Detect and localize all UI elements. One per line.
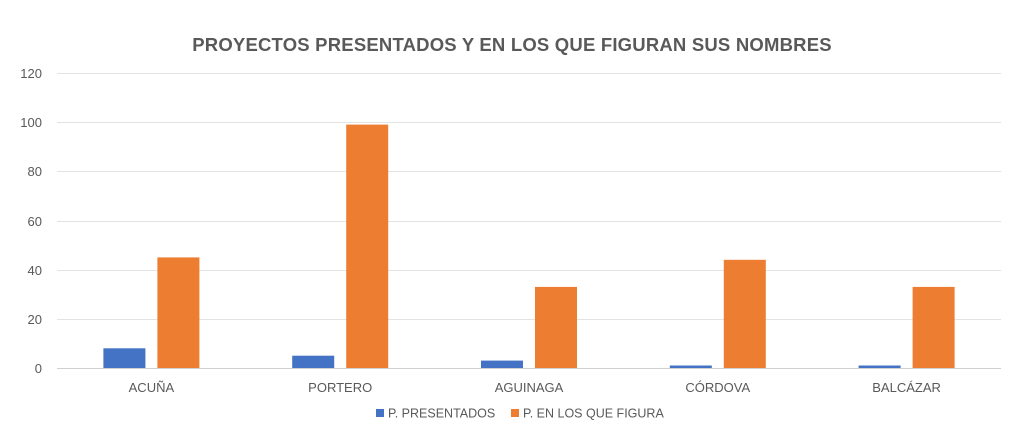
legend-swatch-p-presentados (376, 409, 384, 417)
y-tick-label: 60 (28, 214, 42, 229)
legend-swatch-p-en-los-que-figura (511, 409, 519, 417)
legend-label: P. EN LOS QUE FIGURA (523, 407, 664, 421)
bar-p-en-los-que-figura-3 (723, 259, 766, 368)
y-tick-label: 40 (28, 263, 42, 278)
bar-p-presentados-3 (669, 365, 712, 368)
y-tick-label: 0 (35, 361, 42, 376)
y-tick-label: 100 (20, 115, 42, 130)
bar-p-presentados-4 (858, 365, 901, 368)
chart-title: PROYECTOS PRESENTADOS Y EN LOS QUE FIGUR… (192, 34, 832, 55)
bar-p-en-los-que-figura-1 (346, 124, 389, 368)
y-axis-ticks: 0 20 40 60 80 100 120 (20, 66, 42, 376)
bar-p-en-los-que-figura-4 (912, 286, 955, 368)
x-category-label: PORTERO (308, 380, 372, 395)
bar-p-presentados-2 (481, 360, 523, 368)
bar-p-en-los-que-figura-2 (535, 286, 577, 368)
y-tick-label: 20 (28, 312, 42, 327)
x-category-label: ACUÑA (129, 380, 175, 395)
y-tick-label: 80 (28, 164, 42, 179)
legend-label: P. PRESENTADOS (388, 407, 495, 421)
gridlines (57, 73, 1001, 369)
y-tick-label: 120 (20, 66, 42, 81)
legend: P. PRESENTADOS P. EN LOS QUE FIGURA (376, 407, 664, 421)
bar-p-presentados-0 (103, 348, 146, 368)
bars (103, 124, 955, 368)
x-category-label: CÓRDOVA (685, 380, 750, 395)
x-axis-labels: ACUÑA PORTERO AGUINAGA CÓRDOVA BALCÁZAR (129, 380, 941, 395)
bar-p-presentados-1 (292, 355, 335, 368)
x-category-label: AGUINAGA (495, 380, 564, 395)
x-category-label: BALCÁZAR (872, 380, 941, 395)
bar-p-en-los-que-figura-0 (157, 257, 200, 368)
